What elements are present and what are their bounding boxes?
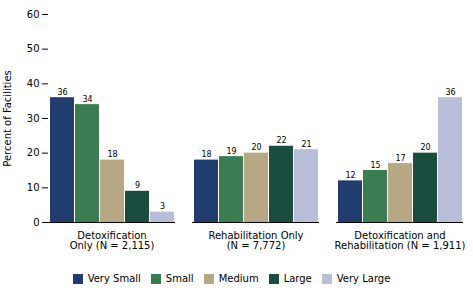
svg-text:36: 36: [445, 88, 455, 97]
svg-text:22: 22: [276, 136, 286, 145]
html-text:Medium: Medium: [218, 273, 259, 284]
svg-text:36: 36: [57, 88, 67, 97]
svg-text:9: 9: [135, 181, 140, 190]
svg-text:Percent of Facilities: Percent of Facilities: [2, 70, 13, 166]
html-text:Very Large: Very Large: [336, 273, 391, 284]
svg-text:12: 12: [345, 171, 355, 180]
svg-text:60: 60: [27, 9, 40, 20]
html-text:Small: Small: [165, 273, 194, 284]
svg-text:20: 20: [251, 143, 261, 152]
svg-text:0: 0: [33, 217, 39, 228]
svg-text:Rehabilitation Only(N = 7,772): Rehabilitation Only(N = 7,772): [208, 230, 303, 251]
html-text:Large: Large: [283, 273, 312, 284]
svg-text:20: 20: [27, 147, 40, 158]
svg-text:18: 18: [107, 150, 117, 159]
svg-text:30: 30: [27, 113, 40, 124]
svg-text:20: 20: [420, 143, 430, 152]
html-text:Very Small: Very Small: [87, 273, 141, 284]
svg-text:40: 40: [27, 78, 40, 89]
svg-text:3: 3: [160, 202, 165, 211]
svg-text:18: 18: [201, 150, 211, 159]
svg-text:Detoxification andRehabilitati: Detoxification andRehabilitation (N = 1,…: [335, 230, 466, 251]
svg-text:21: 21: [301, 140, 311, 149]
svg-text:DetoxificationOnly (N = 2,115): DetoxificationOnly (N = 2,115): [70, 230, 155, 251]
svg-text:50: 50: [27, 43, 40, 54]
svg-text:19: 19: [226, 147, 236, 156]
svg-text:34: 34: [82, 95, 92, 104]
svg-text:17: 17: [395, 154, 405, 163]
svg-text:15: 15: [370, 161, 380, 170]
svg-text:10: 10: [27, 182, 40, 193]
